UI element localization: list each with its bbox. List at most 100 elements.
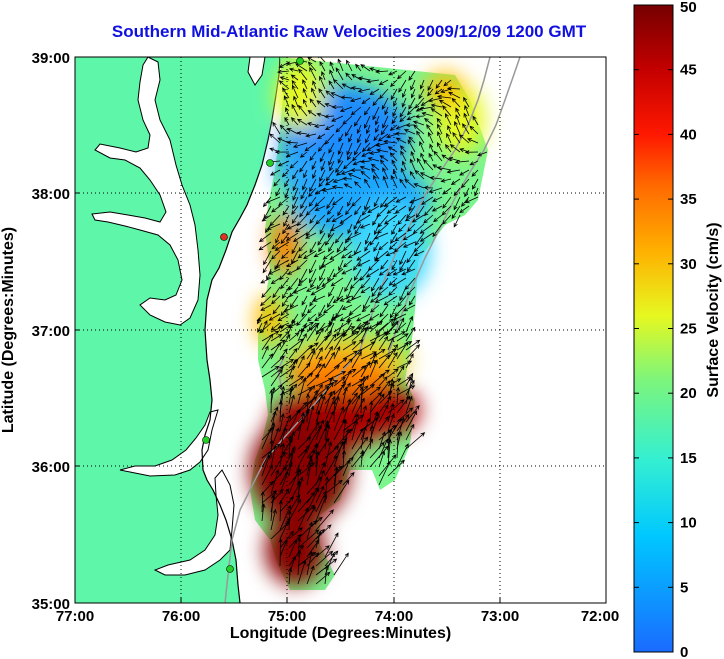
radar-stations [202, 57, 304, 573]
velocity-arrow [293, 95, 299, 108]
velocity-arrow [394, 131, 407, 136]
velocity-arrow [315, 509, 334, 531]
velocity-arrow [410, 150, 416, 162]
velocity-arrow [342, 398, 352, 423]
velocity-arrow [288, 383, 298, 396]
velocity-arrow [315, 346, 323, 360]
velocity-arrow [361, 151, 371, 157]
velocity-arrow [345, 205, 353, 216]
velocity-arrow [356, 124, 362, 134]
velocity-arrow [387, 320, 399, 333]
velocity-arrow [419, 79, 425, 90]
velocity-arrow [297, 376, 307, 405]
velocity-arrow [309, 98, 317, 108]
velocity-arrow [349, 277, 362, 290]
velocity-arrow [370, 304, 380, 313]
velocity-arrow [365, 133, 371, 144]
velocity-arrow [339, 295, 353, 302]
velocity-arrow [297, 559, 307, 585]
velocity-arrow [446, 86, 461, 91]
velocity-arrow [280, 277, 290, 290]
velocity-arrow [337, 205, 344, 217]
velocity-arrow [269, 169, 281, 176]
velocity-arrow [369, 232, 380, 246]
velocity-arrow [270, 508, 277, 531]
velocity-arrow [333, 379, 346, 405]
velocity-arrow [270, 325, 285, 333]
velocity-arrow [359, 165, 371, 171]
velocity-arrow [306, 454, 313, 477]
velocity-arrow [297, 448, 308, 468]
velocity-arrow [442, 187, 452, 195]
velocity-arrow [328, 151, 335, 166]
velocity-arrow [331, 185, 344, 190]
velocity-arrow [351, 436, 369, 459]
velocity-vectors [256, 57, 488, 585]
velocity-arrow [278, 196, 290, 207]
velocity-arrow [286, 140, 299, 145]
velocity-arrow [288, 527, 303, 540]
velocity-arrow [328, 80, 335, 90]
velocity-arrow [403, 129, 416, 135]
velocity-arrow [380, 196, 389, 208]
velocity-arrow [307, 61, 317, 72]
velocity-arrow [287, 268, 299, 275]
velocity-arrow [324, 424, 331, 450]
velocity-arrow [464, 187, 470, 198]
velocity-arrow [279, 496, 294, 513]
velocity-arrow [369, 352, 377, 369]
velocity-arrow [319, 61, 326, 72]
velocity-arrow [409, 196, 425, 204]
velocity-arrow [413, 183, 425, 189]
velocity-arrow [464, 196, 479, 204]
velocity-arrow [278, 80, 290, 90]
velocity-arrow [319, 268, 326, 282]
velocity-arrow [355, 313, 371, 322]
velocity-arrow [359, 223, 371, 229]
velocity-arrow [341, 268, 353, 275]
velocity-arrow [279, 530, 294, 549]
velocity-arrow [261, 353, 274, 369]
velocity-arrow [390, 88, 398, 101]
velocity-arrow [413, 124, 425, 135]
velocity-arrow [405, 315, 413, 333]
velocity-arrow [399, 286, 407, 302]
velocity-arrow [291, 84, 299, 99]
velocity-arrow [378, 335, 389, 351]
velocity-arrow [374, 115, 380, 126]
velocity-arrow [352, 259, 362, 271]
velocity-arrow [322, 250, 335, 260]
velocity-arrow [306, 424, 322, 450]
velocity-arrow [339, 214, 353, 225]
velocity-arrow [279, 504, 292, 531]
velocity-arrow [306, 506, 316, 522]
colorbar-tick-label: 50 [680, 0, 697, 16]
velocity-arrow [261, 330, 280, 342]
velocity-arrow [261, 454, 271, 477]
velocity-arrow [292, 232, 308, 243]
velocity-arrow [329, 61, 335, 72]
velocity-arrow [324, 315, 336, 333]
velocity-arrow [297, 277, 308, 287]
velocity-arrow [408, 97, 416, 110]
velocity-arrow [260, 295, 272, 307]
velocity-arrow [436, 166, 452, 171]
velocity-arrow [405, 379, 415, 396]
colorbar-tick-label: 10 [680, 515, 697, 532]
velocity-arrow [432, 223, 443, 238]
velocity-arrow [305, 393, 311, 423]
velocity-arrow [451, 97, 461, 108]
velocity-arrow [437, 123, 443, 135]
velocity-arrow [366, 124, 371, 135]
velocity-arrow [351, 151, 362, 162]
velocity-arrow [399, 259, 407, 272]
velocity-arrow [408, 136, 416, 144]
velocity-arrow [412, 120, 425, 126]
velocity-arrow [269, 389, 274, 414]
velocity-arrow [309, 241, 317, 254]
velocity-arrow [282, 223, 290, 235]
velocity-arrow [399, 250, 407, 266]
velocity-arrow [477, 151, 488, 157]
velocity-arrow [369, 373, 386, 387]
velocity-arrow [309, 214, 317, 224]
